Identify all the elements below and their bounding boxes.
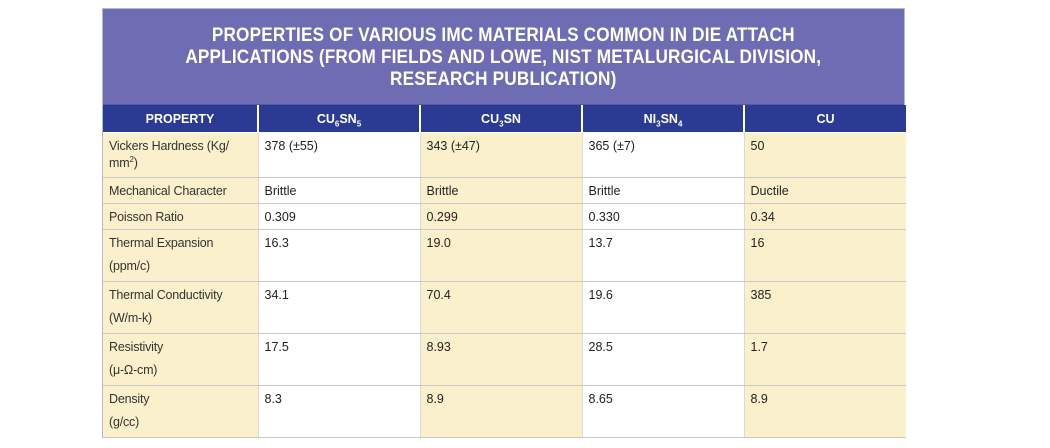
value-cell: 34.1 [258, 281, 421, 334]
header-cu: CU [744, 105, 906, 133]
table-title-band: PROPERTIES OF VARIOUS IMC MATERIALS COMM… [103, 9, 904, 105]
value-cell: 365 (±7) [582, 132, 745, 178]
value-cell: 343 (±47) [420, 132, 583, 178]
header-ni3sn4: NI3SN4 [582, 105, 745, 133]
properties-grid: PROPERTY CU6SN5 CU3SN NI3SN4 CU Vickers … [103, 105, 906, 438]
table-row-mechanical-character: Mechanical Character Brittle Brittle Bri… [103, 177, 906, 204]
property-label: Vickers Hardness (Kg/mm2) [103, 132, 259, 178]
table-row-vickers-hardness: Vickers Hardness (Kg/mm2) 378 (±55) 343 … [103, 132, 906, 178]
property-label: Mechanical Character [103, 177, 259, 204]
value-cell: 0.299 [420, 203, 583, 230]
value-cell: Brittle [420, 177, 583, 204]
property-label: Density (g/cc) [103, 385, 259, 438]
property-label: Thermal Conductivity (W/m-k) [103, 281, 259, 334]
table-row-density: Density (g/cc) 8.3 8.9 8.65 8.9 [103, 385, 906, 438]
value-cell: 1.7 [744, 333, 906, 386]
value-cell: 0.330 [582, 203, 745, 230]
table-row-resistivity: Resistivity (μ-Ω-cm) 17.5 8.93 28.5 1.7 [103, 333, 906, 386]
value-cell: 19.0 [420, 229, 583, 282]
table-title: PROPERTIES OF VARIOUS IMC MATERIALS COMM… [185, 23, 822, 90]
value-cell: Brittle [258, 177, 421, 204]
header-cu6sn5: CU6SN5 [258, 105, 421, 133]
value-cell: 28.5 [582, 333, 745, 386]
value-cell: 8.3 [258, 385, 421, 438]
imc-properties-table: PROPERTIES OF VARIOUS IMC MATERIALS COMM… [102, 8, 906, 438]
value-cell: 8.93 [420, 333, 583, 386]
property-label: Poisson Ratio [103, 203, 259, 230]
value-cell: 19.6 [582, 281, 745, 334]
value-cell: 13.7 [582, 229, 745, 282]
value-cell: 16 [744, 229, 906, 282]
value-cell: 385 [744, 281, 906, 334]
value-cell: 16.3 [258, 229, 421, 282]
table-row-thermal-expansion: Thermal Expansion (ppm/c) 16.3 19.0 13.7 … [103, 229, 906, 282]
header-row: PROPERTY CU6SN5 CU3SN NI3SN4 CU [103, 105, 906, 133]
table-row-thermal-conductivity: Thermal Conductivity (W/m-k) 34.1 70.4 19… [103, 281, 906, 334]
property-label: Thermal Expansion (ppm/c) [103, 229, 259, 282]
value-cell: 50 [744, 132, 906, 178]
value-cell: 8.65 [582, 385, 745, 438]
value-cell: Ductile [744, 177, 906, 204]
value-cell: 17.5 [258, 333, 421, 386]
value-cell: 8.9 [420, 385, 583, 438]
property-label: Resistivity (μ-Ω-cm) [103, 333, 259, 386]
header-cu3sn: CU3SN [420, 105, 583, 133]
value-cell: 0.34 [744, 203, 906, 230]
value-cell: 70.4 [420, 281, 583, 334]
header-property: PROPERTY [103, 105, 259, 133]
value-cell: 378 (±55) [258, 132, 421, 178]
value-cell: 8.9 [744, 385, 906, 438]
value-cell: Brittle [582, 177, 745, 204]
value-cell: 0.309 [258, 203, 421, 230]
table-row-poisson-ratio: Poisson Ratio 0.309 0.299 0.330 0.34 [103, 203, 906, 230]
